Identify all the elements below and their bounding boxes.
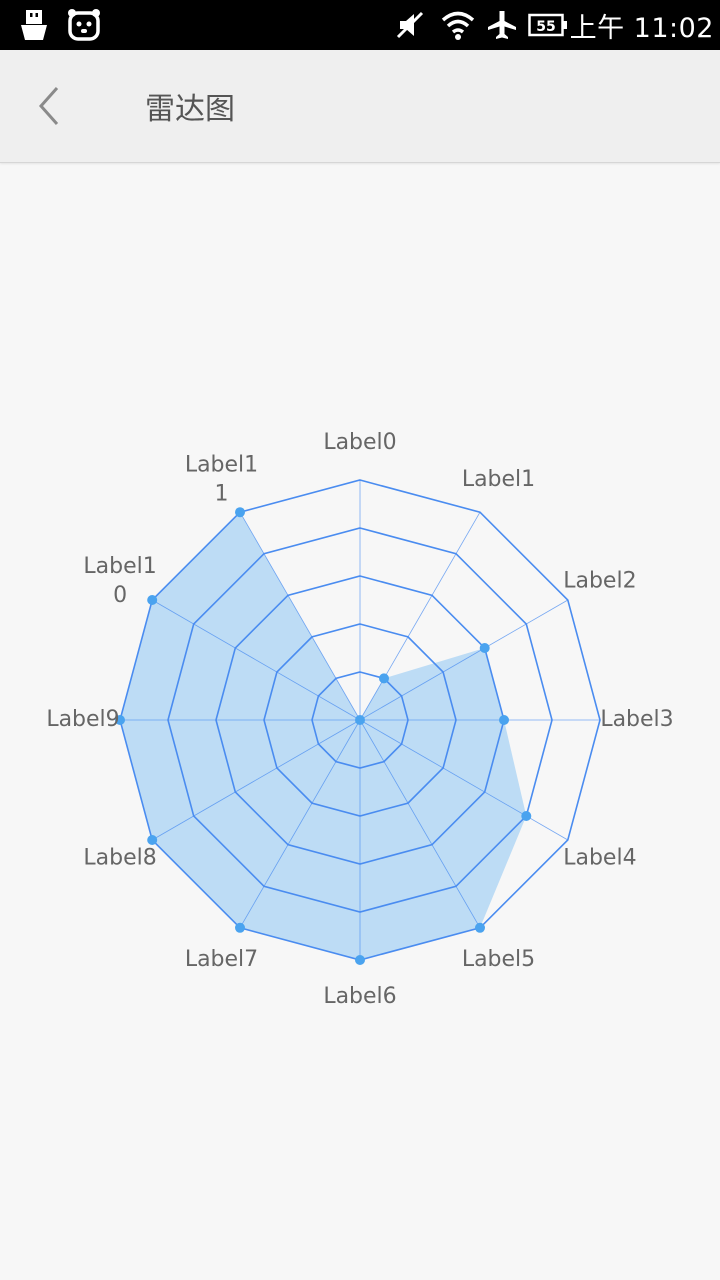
data-point-11 [235,507,245,518]
radar-spoke-5 [359,719,481,929]
notification-face-icon [66,0,102,50]
axis-label-6: Label6 [323,984,396,1009]
data-point-5 [475,922,485,933]
axis-label-11-line-0: Label1 [185,453,258,478]
chevron-left-icon [38,87,59,125]
status-time: 上午 11:02 [569,12,714,44]
axis-label-2: Label2 [563,569,636,594]
radar-spoke-4 [359,719,569,841]
radar-ring-2 [263,623,457,817]
data-point-6 [355,955,365,965]
status-bar: 55 上午 11:02 [0,0,720,50]
radar-spoke-7 [239,719,361,929]
axis-label-11-line-1: 1 [215,482,229,507]
battery-level: 55 [536,19,555,35]
data-point-1 [379,673,389,684]
axis-label-0: Label0 [323,430,396,455]
app-bar: 雷达图 [0,50,720,163]
axis-label-9: Label9 [46,707,119,732]
axis-label-8: Label8 [83,846,156,871]
radar-ring-4 [167,527,553,913]
radar-data-area [120,512,527,960]
radar-ring-1 [311,671,409,769]
axis-label-10-line-0: Label1 [83,554,156,579]
page-title: 雷达图 [145,92,235,127]
radar-spoke-8 [151,719,361,841]
data-point-9 [115,715,125,725]
axis-label-1: Label1 [462,467,535,492]
battery-icon: 55 [528,0,568,50]
radar-spoke-10 [151,599,361,721]
back-button[interactable] [22,78,78,134]
axis-label-5: Label5 [462,947,535,972]
data-point-7 [235,922,245,933]
data-point-8 [147,835,158,845]
data-point-4 [521,811,532,821]
axis-label-4: Label4 [563,846,636,871]
radar-chart-svg: Label0 Label1 Label2 Label3 Label4 Label5 Labe… [46,430,673,1009]
axis-label-3: Label3 [600,707,673,732]
data-point-10 [147,595,158,605]
usb-icon [16,0,52,50]
radar-spoke-1 [359,511,481,721]
mute-icon [394,0,426,50]
radar-spoke-11 [239,511,361,721]
axis-label-10-line-1: 0 [113,583,127,608]
radar-chart: Label0 Label1 Label2 Label3 Label4 Label5 Labe… [0,163,720,1280]
axis-label-7: Label7 [185,947,258,972]
wifi-icon [440,0,476,50]
data-point-3 [499,715,509,725]
data-point-0 [355,715,365,725]
radar-spoke-2 [359,599,569,721]
airplane-mode-icon [486,0,518,50]
data-point-2 [479,643,490,653]
